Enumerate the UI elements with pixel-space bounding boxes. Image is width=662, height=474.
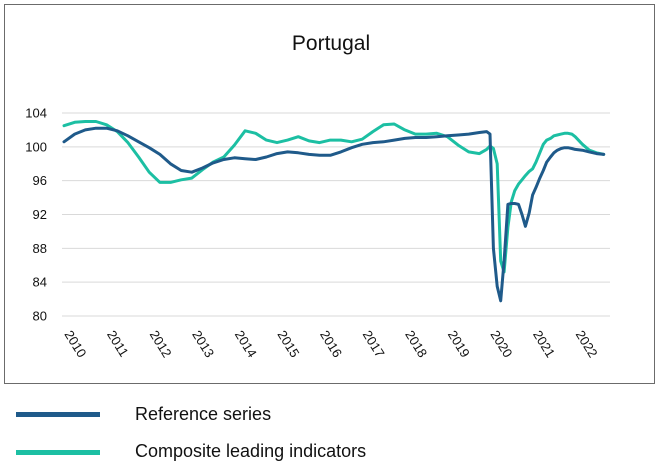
legend-swatch-reference-series — [16, 412, 100, 417]
gridlines — [62, 112, 610, 317]
x-tick-label: 2012 — [147, 328, 175, 360]
x-tick-label: 2011 — [104, 328, 132, 360]
series-lines — [62, 120, 606, 303]
chart-title: Portugal — [291, 32, 371, 55]
y-tick-label: 100 — [25, 139, 47, 154]
x-tick-label: 2013 — [189, 328, 217, 360]
y-tick-label: 84 — [33, 275, 47, 290]
y-tick-label: 104 — [25, 106, 47, 121]
y-tick-label: 96 — [33, 173, 47, 188]
x-tick-label: 2017 — [360, 328, 388, 360]
series-line-composite-leading-indicators — [62, 120, 606, 274]
legend-label-reference-series: Reference series — [135, 404, 272, 424]
legend-swatch-composite-leading-indicators — [16, 450, 100, 455]
y-tick-label: 88 — [33, 241, 47, 256]
x-tick-label: 2014 — [232, 328, 260, 360]
y-tick-label: 80 — [33, 309, 47, 324]
x-tick-label: 2022 — [573, 328, 601, 360]
x-tick-label: 2018 — [402, 328, 430, 360]
x-axis-ticks: 2010 2011 2012 2013 2014 2015 2016 2017 2018 2019… — [61, 328, 600, 360]
series-line-reference-series — [62, 126, 606, 303]
y-axis-ticks: 80 84 88 92 96 100 104 — [25, 106, 47, 324]
x-tick-label: 2016 — [317, 328, 345, 360]
y-tick-label: 92 — [33, 207, 47, 222]
x-tick-label: 2019 — [445, 328, 473, 360]
x-tick-label: 2015 — [274, 328, 302, 360]
x-tick-label: 2020 — [487, 328, 515, 360]
x-tick-label: 2021 — [530, 328, 558, 360]
legend-label-composite-leading-indicators: Composite leading indicators — [135, 441, 367, 461]
chart-frame — [4, 4, 655, 384]
x-tick-label: 2010 — [61, 328, 89, 360]
